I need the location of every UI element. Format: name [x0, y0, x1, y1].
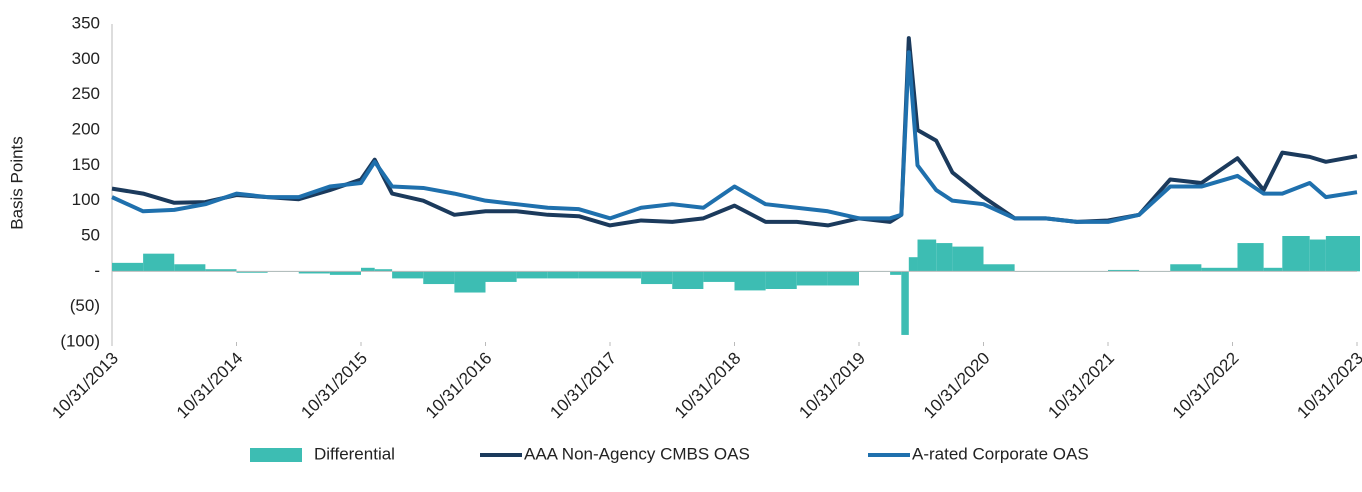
legend-label: AAA Non-Agency CMBS OAS [524, 444, 750, 463]
series-line [111, 50, 1358, 224]
differential-bar [1309, 239, 1326, 272]
differential-bar [1357, 236, 1360, 272]
differential-bar [516, 271, 548, 279]
differential-bar [1282, 236, 1310, 272]
differential-bar [952, 246, 984, 272]
differential-bar [392, 271, 424, 279]
x-tick-label: 10/31/2018 [671, 349, 745, 423]
differential-bar [485, 271, 517, 282]
legend-label: Differential [314, 444, 395, 463]
differential-bar [1108, 269, 1140, 272]
differential-bar [423, 271, 455, 285]
differential-bar [361, 267, 375, 272]
x-tick-label: 10/31/2016 [422, 349, 496, 423]
y-axis-title: Basis Points [7, 136, 26, 230]
differential-bar [901, 271, 909, 335]
legend-label: A-rated Corporate OAS [912, 444, 1089, 463]
y-tick-label: 300 [72, 49, 100, 68]
differential-bar [329, 271, 361, 275]
x-tick-label: 10/31/2019 [795, 349, 869, 423]
legend-swatch [250, 448, 302, 462]
differential-bar [672, 271, 704, 289]
y-tick-label: 200 [72, 119, 100, 138]
differential-bar [703, 271, 735, 282]
x-tick-label: 10/31/2021 [1044, 349, 1118, 423]
differential-bar [236, 271, 268, 273]
differential-bar [765, 271, 797, 289]
differential-bar [112, 262, 144, 272]
differential-bar [1325, 236, 1357, 272]
differential-bar [1170, 264, 1202, 272]
y-tick-label: 50 [81, 225, 100, 244]
differential-bar [1237, 243, 1264, 272]
differential-bar [641, 271, 673, 285]
y-tick-label: - [94, 261, 100, 280]
differential-bar [936, 243, 953, 272]
differential-bar [890, 271, 902, 275]
differential-bar [1201, 267, 1238, 272]
y-tick-label: 100 [72, 190, 100, 209]
differential-bar [908, 257, 918, 272]
y-tick-label: (50) [70, 296, 100, 315]
differential-bar [917, 239, 937, 272]
differential-bar [578, 271, 610, 279]
y-tick-label: 350 [72, 13, 100, 32]
y-tick-label: (100) [60, 331, 100, 350]
differential-bar [298, 271, 330, 274]
x-tick-label: 10/31/2017 [546, 349, 620, 423]
x-tick-label: 10/31/2015 [297, 349, 371, 423]
differential-bar [547, 271, 579, 279]
y-tick-label: 250 [72, 84, 100, 103]
differential-bar [454, 271, 486, 293]
differential-bar [174, 264, 206, 272]
differential-bar [983, 264, 1015, 272]
differential-bar [205, 269, 237, 272]
differential-bar [796, 271, 828, 286]
differential-bar [734, 271, 766, 291]
differential-bar [1263, 267, 1283, 272]
differential-bar [610, 271, 642, 279]
x-tick-label: 10/31/2022 [1169, 349, 1243, 423]
x-tick-label: 10/31/2014 [173, 349, 247, 423]
y-tick-label: 150 [72, 155, 100, 174]
differential-bar [827, 271, 859, 286]
x-tick-label: 10/31/2013 [48, 349, 122, 423]
differential-bar [143, 253, 175, 272]
x-tick-label: 10/31/2020 [920, 349, 994, 423]
x-tick-label: 10/31/2023 [1293, 349, 1362, 423]
differential-bar [374, 269, 393, 272]
